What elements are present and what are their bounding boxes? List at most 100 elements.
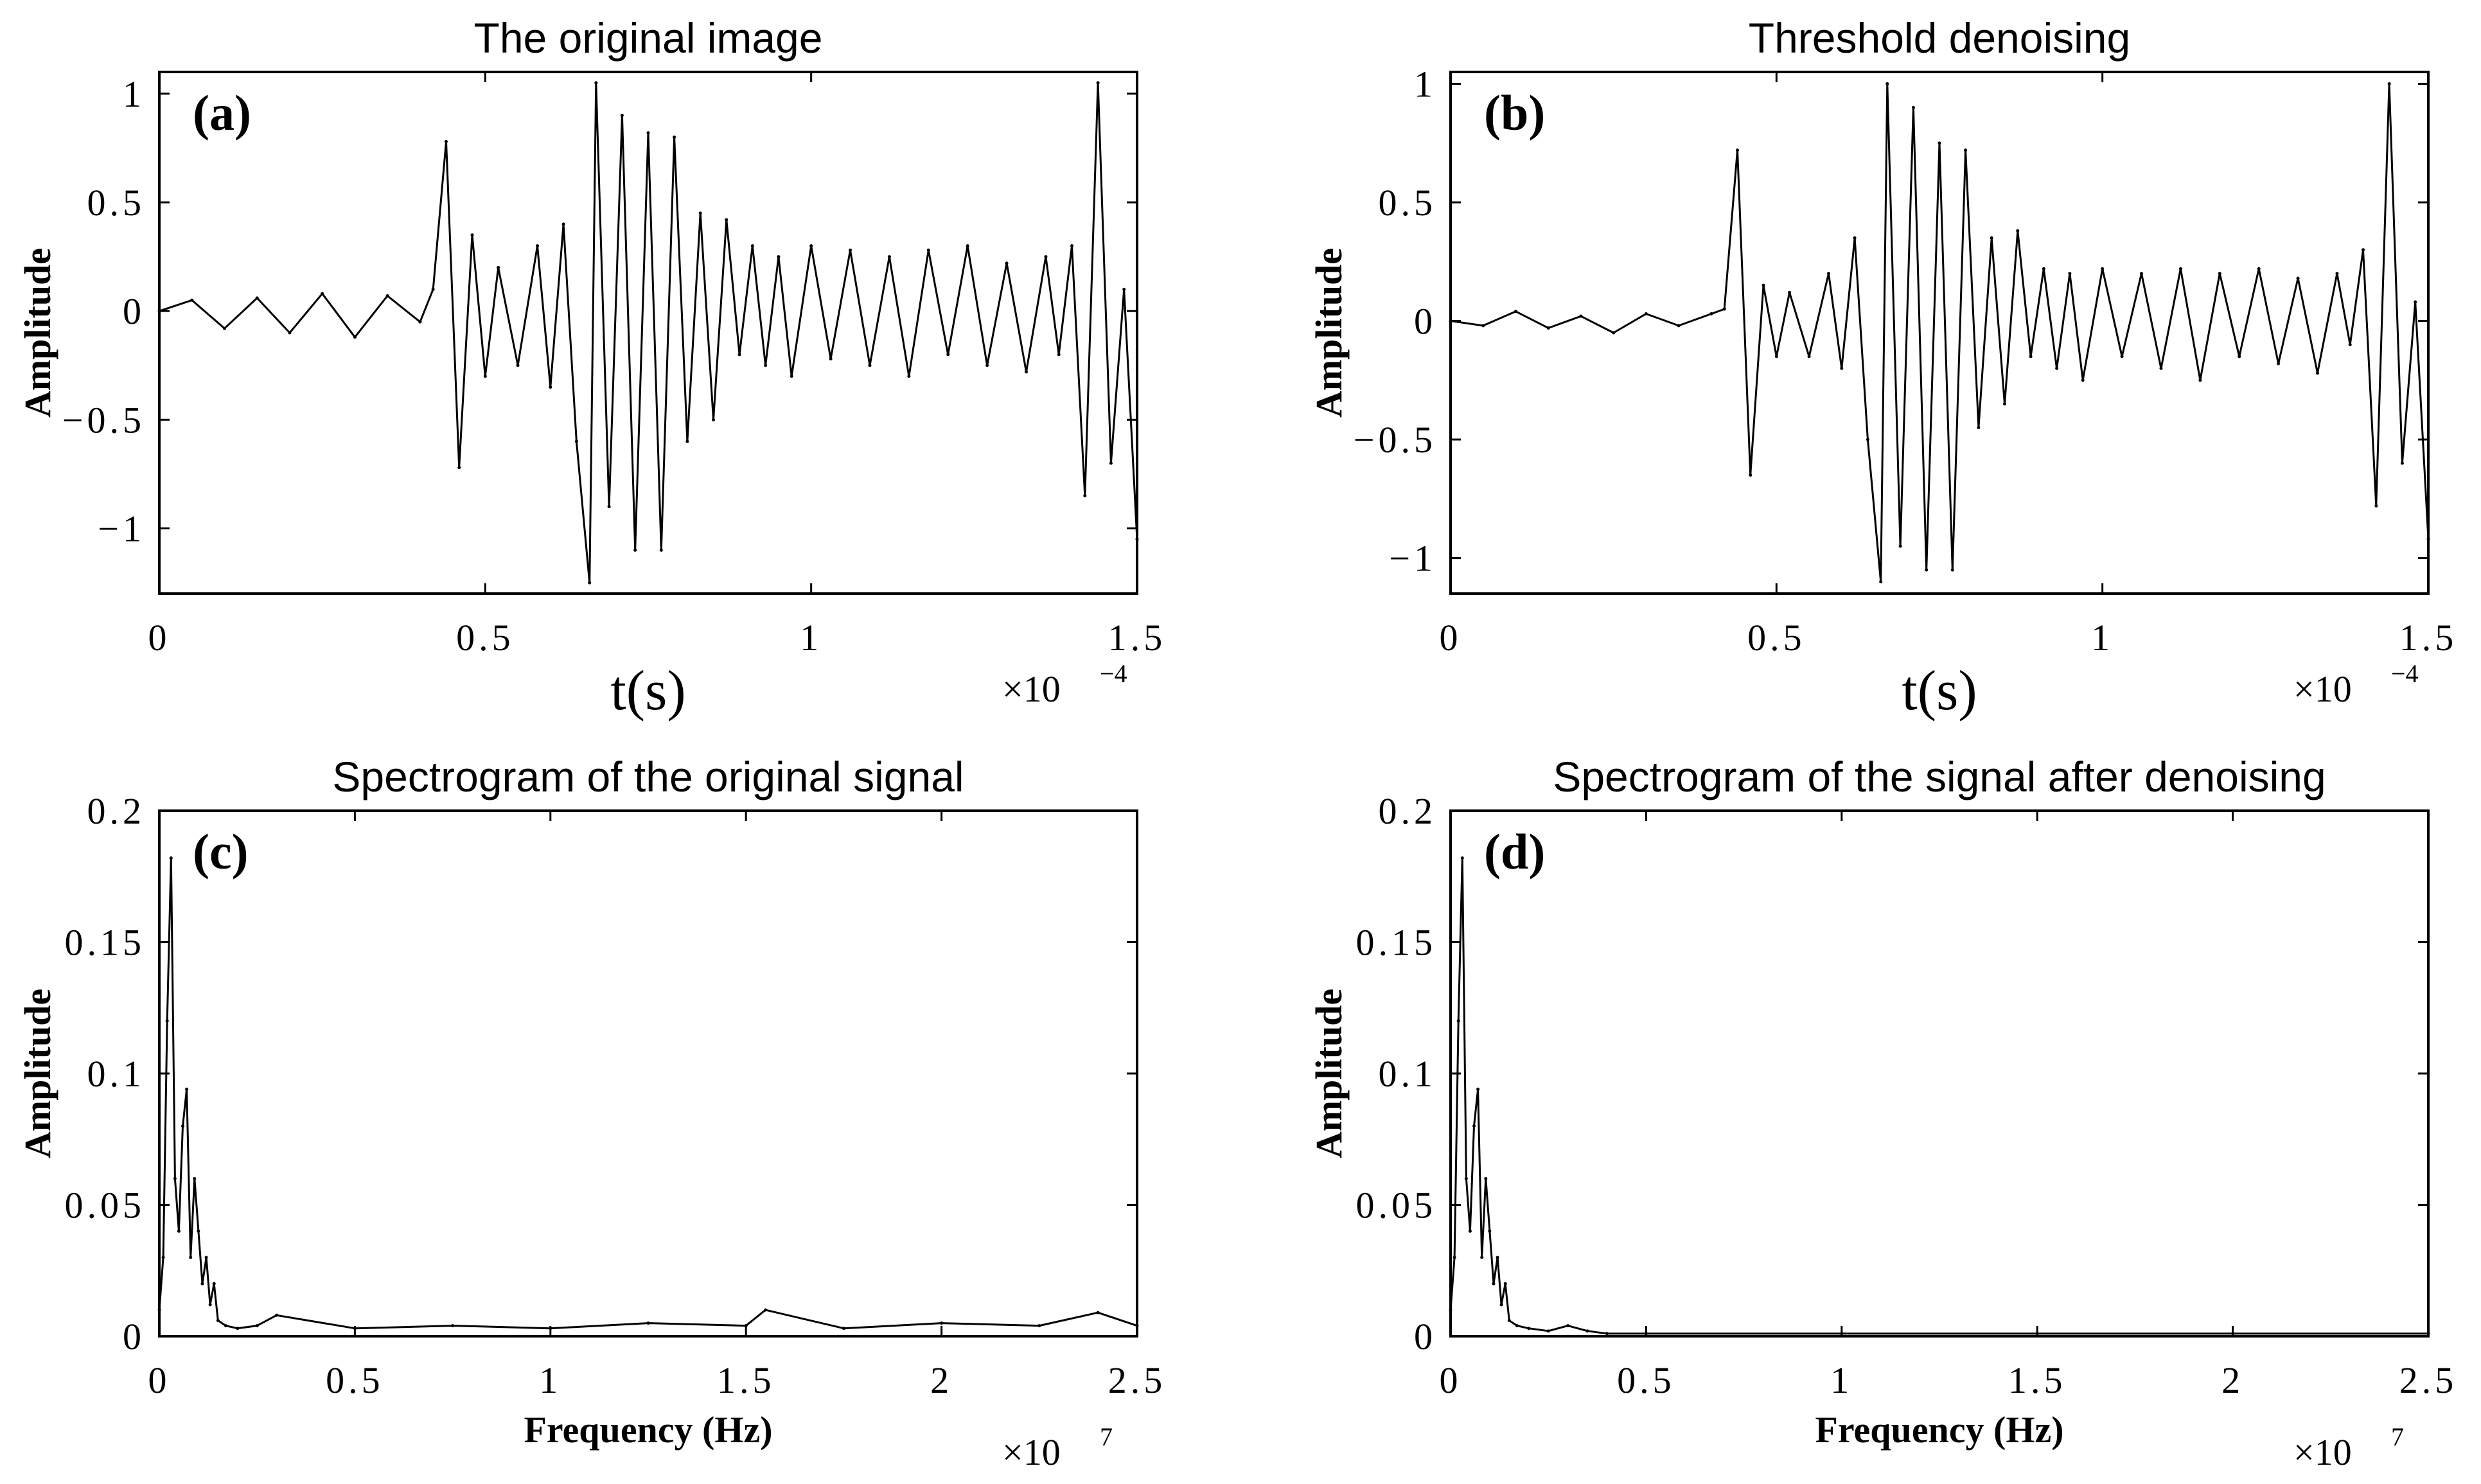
- y-tick-label: 1: [123, 73, 145, 115]
- data-point: [1950, 568, 1954, 572]
- signal-trace: [1450, 83, 2430, 583]
- data-point: [1449, 1308, 1452, 1312]
- chart-title: The original image: [474, 14, 823, 62]
- data-point: [1677, 324, 1681, 328]
- data-point: [685, 439, 689, 443]
- data-point: [1484, 1177, 1488, 1181]
- data-point: [764, 364, 768, 367]
- x-tick-label: 1: [2091, 617, 2114, 658]
- x-tick-label: 1: [539, 1359, 561, 1401]
- data-point: [1879, 580, 1883, 584]
- panel-label: (b): [1484, 85, 1545, 141]
- data-point: [157, 1308, 161, 1312]
- data-point: [224, 1324, 227, 1328]
- chart-panel-c: Spectrogram of the original signal 0 0.5 1 1…: [17, 753, 1162, 1473]
- data-point: [2335, 272, 2339, 276]
- data-point: [222, 326, 226, 330]
- x-multiplier: ×10: [2293, 668, 2352, 710]
- data-point: [1709, 312, 1713, 315]
- data-point: [204, 1255, 208, 1259]
- data-point: [1938, 141, 1941, 145]
- data-point: [646, 131, 650, 135]
- data-point: [725, 218, 728, 222]
- data-point: [926, 248, 930, 252]
- x-tick-label: 0: [148, 1359, 171, 1401]
- data-point: [2218, 272, 2221, 276]
- data-point: [470, 233, 474, 237]
- data-point: [1774, 355, 1778, 358]
- y-tick-label: 0.05: [65, 1185, 146, 1226]
- data-point: [1911, 105, 1915, 109]
- plot-frame: [1449, 71, 2430, 595]
- data-point: [212, 1282, 216, 1285]
- data-point: [2068, 272, 2072, 276]
- plot-frame: [158, 71, 1138, 595]
- data-point: [711, 418, 715, 421]
- y-axis-label: Amplitude: [17, 248, 58, 418]
- data-point: [1464, 1177, 1468, 1181]
- data-point: [2029, 355, 2033, 358]
- data-point: [1866, 437, 1869, 441]
- data-point: [353, 335, 357, 339]
- data-point: [946, 353, 950, 357]
- data-point: [193, 1177, 197, 1181]
- x-tick-label: 0: [1440, 1359, 1462, 1401]
- data-point: [2426, 537, 2430, 541]
- x-tick-label: 0: [148, 617, 171, 658]
- data-point: [2238, 355, 2241, 358]
- data-point: [2257, 267, 2261, 270]
- data-point: [288, 331, 292, 335]
- data-point: [842, 1327, 845, 1330]
- data-point: [1527, 1327, 1531, 1330]
- data-point: [659, 548, 663, 552]
- data-point: [444, 139, 448, 143]
- data-point: [1977, 426, 1981, 430]
- data-point: [536, 244, 540, 248]
- data-point: [868, 364, 872, 367]
- data-point: [829, 357, 833, 361]
- x-tick-label: 0.5: [1617, 1359, 1675, 1401]
- data-point: [1057, 353, 1061, 357]
- data-point: [887, 255, 891, 259]
- data-point: [1579, 314, 1583, 318]
- data-point: [165, 1019, 169, 1023]
- data-point: [1037, 1324, 1041, 1328]
- data-point: [1083, 494, 1087, 498]
- data-point: [157, 309, 161, 313]
- data-point: [2414, 300, 2417, 304]
- data-point: [1566, 1324, 1570, 1328]
- panel-label: (d): [1484, 824, 1545, 879]
- data-point: [1488, 1229, 1492, 1233]
- data-point: [2231, 1332, 2235, 1336]
- data-point: [275, 1313, 279, 1317]
- x-multiplier: ×10: [2293, 1431, 2352, 1473]
- data-point: [1644, 312, 1648, 315]
- data-point: [849, 248, 852, 252]
- data-point: [190, 298, 194, 302]
- data-point: [673, 136, 676, 139]
- x-tick-label: 2: [2221, 1359, 2244, 1401]
- data-point: [1480, 1255, 1484, 1259]
- data-point: [1546, 326, 1550, 330]
- data-point: [1840, 1332, 1844, 1336]
- y-tick-label: 0: [1414, 1316, 1436, 1357]
- data-point: [173, 1177, 177, 1181]
- chart-panel-d: Spectrogram of the signal after denoisin…: [1308, 753, 2453, 1473]
- data-point: [607, 505, 611, 509]
- data-point: [2016, 229, 2020, 233]
- x-tick-label: 1.5: [2399, 617, 2458, 658]
- signal-trace: [159, 82, 1138, 584]
- data-point: [1452, 1255, 1456, 1259]
- data-point: [1925, 568, 1929, 572]
- data-point: [177, 1229, 181, 1233]
- data-point: [1749, 473, 1753, 477]
- data-point: [2002, 402, 2006, 406]
- data-point: [549, 385, 552, 389]
- data-point: [1807, 355, 1811, 358]
- data-point: [561, 222, 565, 226]
- data-point: [1722, 307, 1726, 311]
- data-point: [353, 1327, 357, 1330]
- x-tick-label: 0.5: [1747, 617, 1806, 658]
- data-point: [2159, 366, 2163, 370]
- data-point: [1898, 544, 1902, 548]
